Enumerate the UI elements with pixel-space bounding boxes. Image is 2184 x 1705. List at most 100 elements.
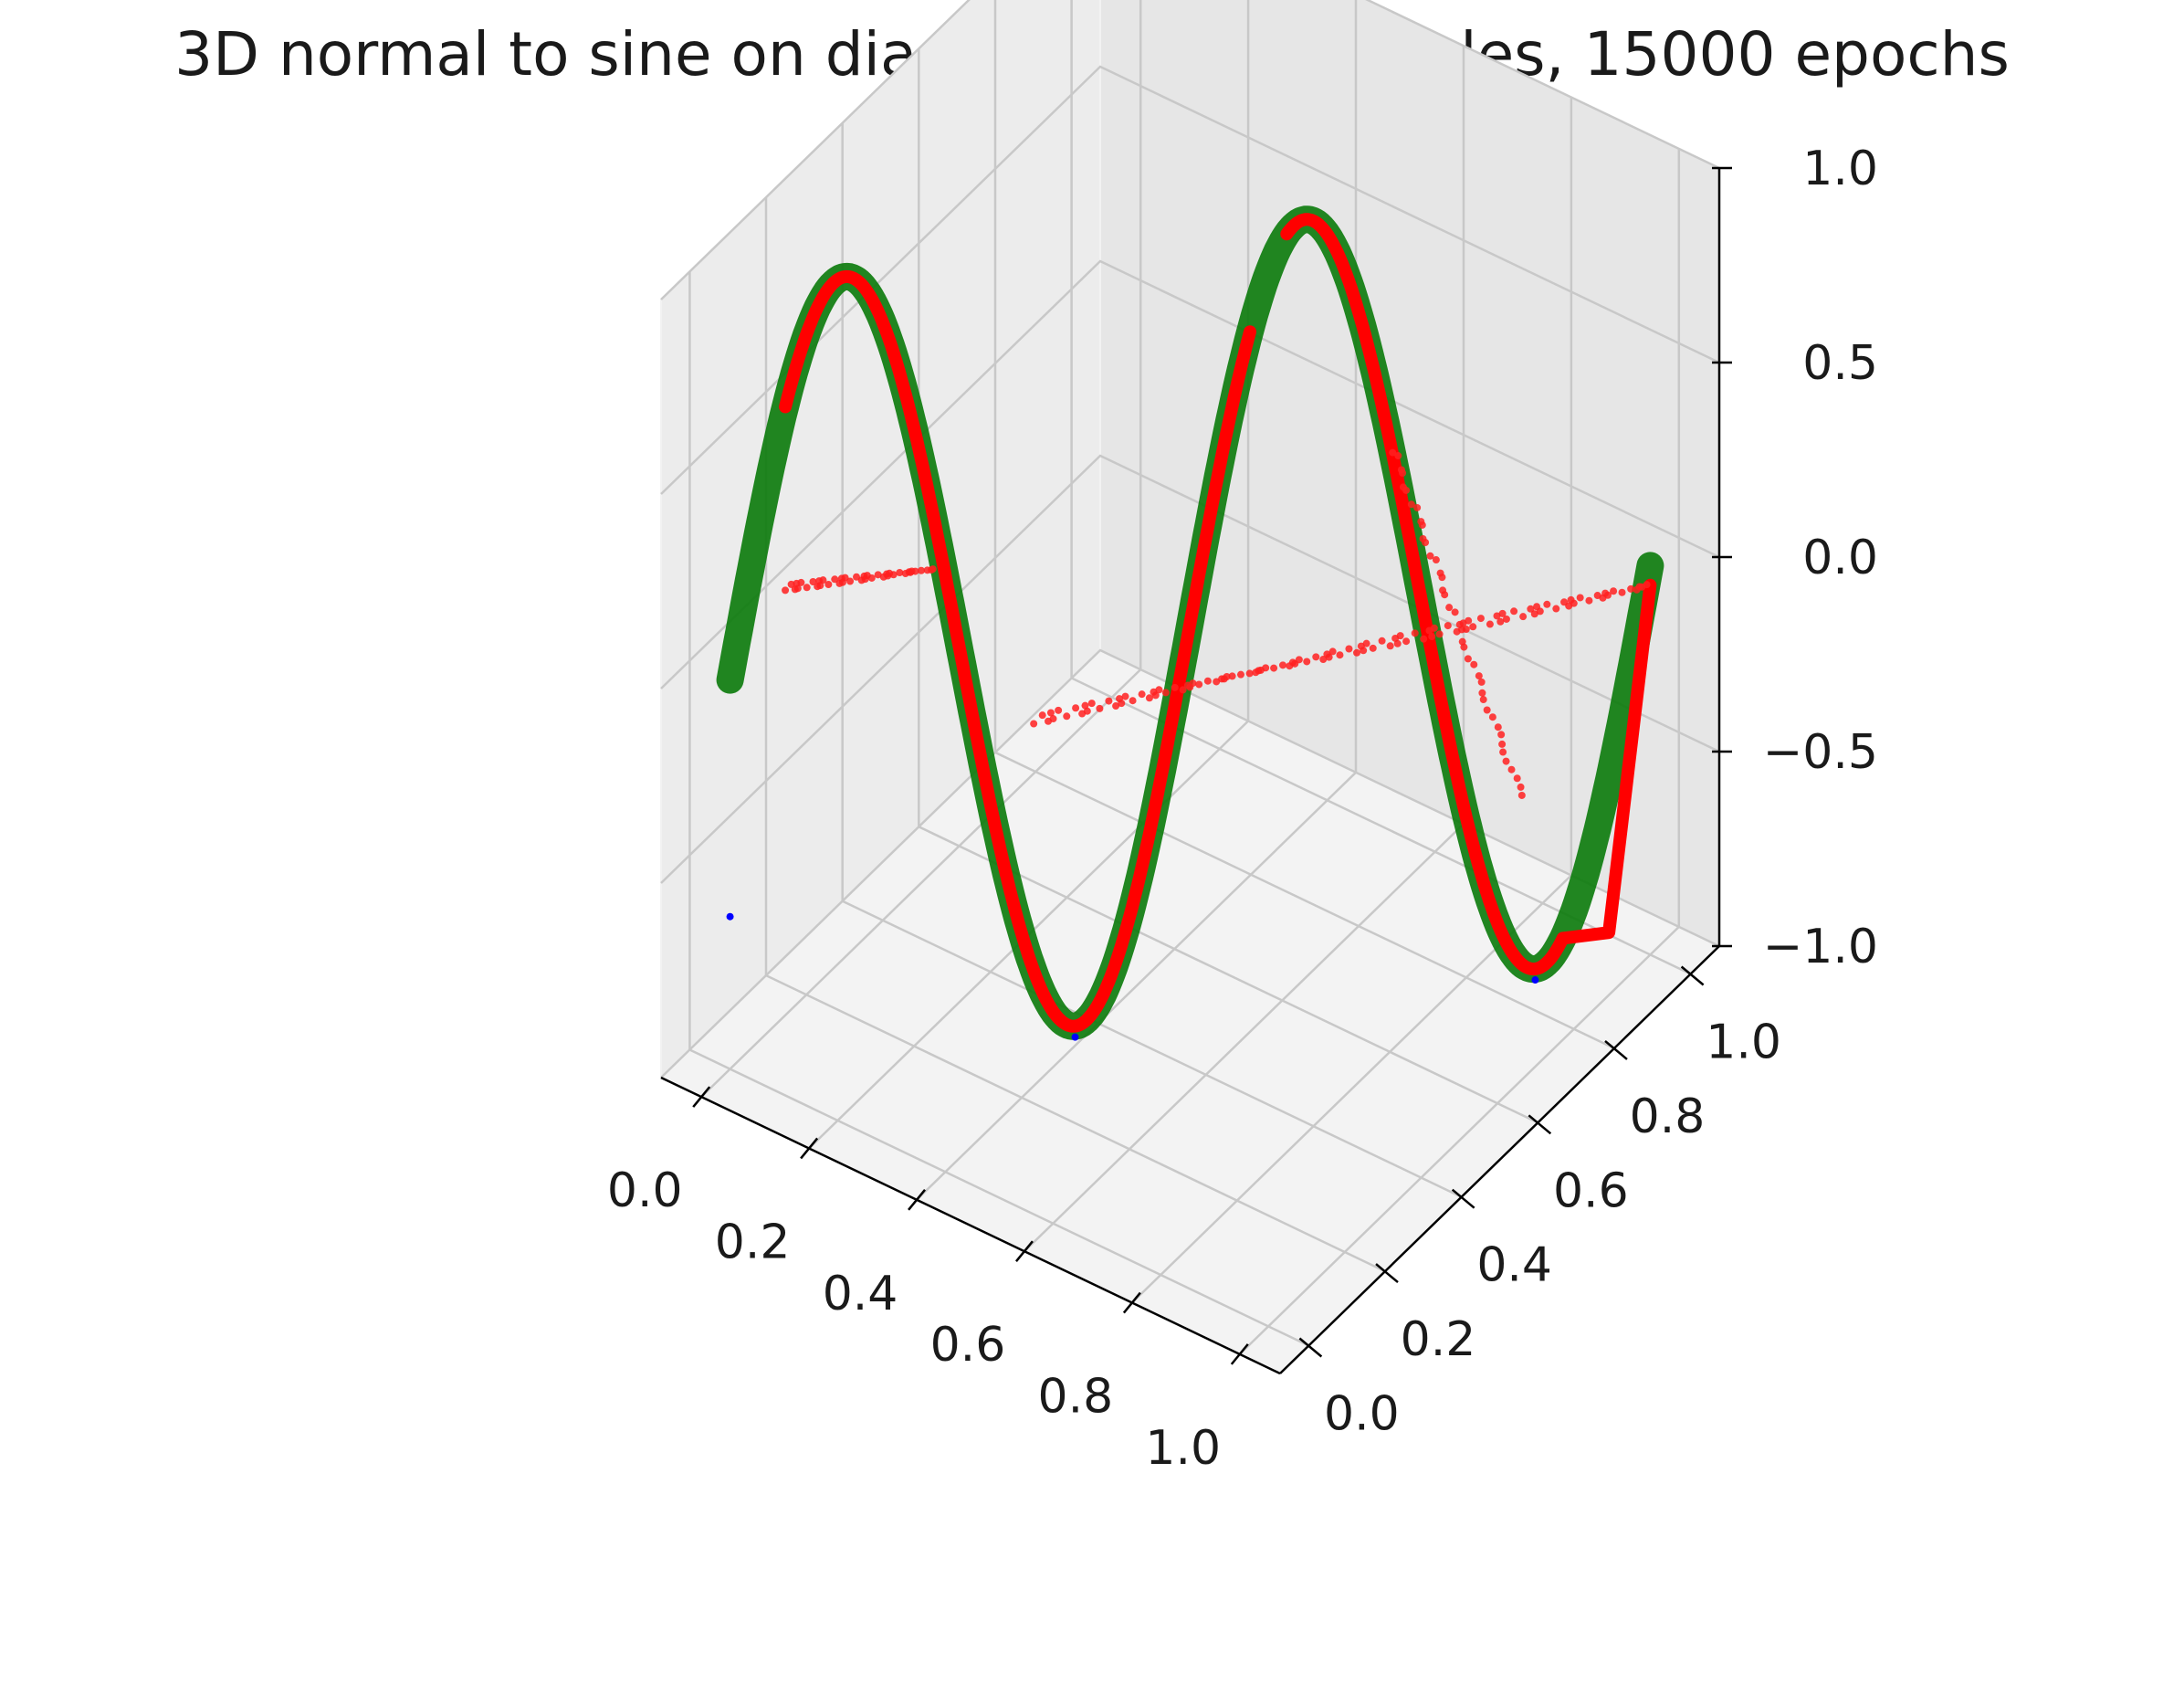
x-axis-line xyxy=(660,1076,1281,1375)
predicted-point xyxy=(1498,740,1507,748)
predicted-point xyxy=(1496,617,1505,626)
y-tick xyxy=(1604,1039,1628,1060)
predicted-point xyxy=(1451,608,1459,616)
grid-lines xyxy=(660,0,1720,1355)
predicted-point xyxy=(1279,661,1287,669)
predicted-point xyxy=(809,577,817,585)
y-tick-label: 0.2 xyxy=(1401,1312,1476,1367)
x-tick-label: 0.8 xyxy=(1038,1370,1114,1425)
z-tick-label: 1.0 xyxy=(1802,142,1878,196)
grid-z xyxy=(660,648,1720,1079)
true-point xyxy=(1531,976,1539,984)
predicted-point xyxy=(1585,596,1593,605)
y-tick-label: 0.8 xyxy=(1630,1089,1706,1144)
predicted-point xyxy=(1345,645,1353,653)
predicted-point xyxy=(1389,448,1397,457)
axis-lines xyxy=(660,166,1732,1375)
predicted-point xyxy=(1493,612,1501,620)
predicted-point xyxy=(1413,503,1422,511)
predicted-point xyxy=(1517,783,1525,791)
predicted-point xyxy=(889,571,898,579)
predicted-point xyxy=(874,571,882,579)
predicted-point xyxy=(1475,672,1483,680)
grid-z xyxy=(660,0,1720,300)
predicted-point xyxy=(1223,673,1231,681)
predicted-point xyxy=(1476,615,1485,623)
predicted-point xyxy=(1603,591,1612,599)
predicted-point xyxy=(1303,658,1311,666)
predicted-point xyxy=(1502,615,1510,623)
x-tick-label: 0.4 xyxy=(823,1267,898,1321)
y-tick xyxy=(1375,1263,1399,1284)
predicted-point xyxy=(1262,664,1270,672)
predicted-point xyxy=(1393,639,1402,647)
predicted-point xyxy=(1643,581,1651,589)
predicted-point xyxy=(1213,678,1221,686)
predicted-point xyxy=(1396,632,1404,640)
predicted-point xyxy=(1444,622,1452,630)
predicted-point xyxy=(1477,678,1486,686)
predicted-point xyxy=(1399,468,1407,477)
predicted-point xyxy=(1072,704,1080,712)
predicted-point xyxy=(1394,452,1402,460)
predicted-point xyxy=(1422,539,1430,547)
x-tick-label: 0.6 xyxy=(930,1318,1006,1373)
predicted-point xyxy=(782,586,790,595)
predicted-point xyxy=(803,584,811,592)
predicted-point xyxy=(1432,556,1440,564)
predicted-point xyxy=(1402,637,1411,646)
y-tick xyxy=(1298,1337,1323,1358)
predicted-point xyxy=(1438,574,1446,582)
x-tick-label: 0.2 xyxy=(715,1215,791,1269)
predicted-point xyxy=(1464,655,1472,663)
predicted-point xyxy=(1336,651,1344,659)
predicted-point xyxy=(1063,712,1071,721)
predicted-point xyxy=(797,578,805,586)
predicted-point xyxy=(896,569,904,577)
predicted-point xyxy=(1460,643,1468,651)
predicted-point xyxy=(1055,706,1063,714)
predicted-curve xyxy=(1556,578,1657,945)
y-axis-line xyxy=(1279,945,1720,1374)
y-tick-label: 1.0 xyxy=(1706,1016,1781,1070)
predicted-point xyxy=(1430,624,1438,632)
predicted-point xyxy=(1498,609,1507,617)
predicted-point xyxy=(1118,700,1126,708)
x-tick xyxy=(1014,1240,1034,1262)
predicted-point xyxy=(1171,683,1179,691)
y-tick-label: 0.4 xyxy=(1476,1238,1552,1293)
predicted-point xyxy=(846,577,855,585)
predicted-point xyxy=(1203,677,1212,685)
predicted-point xyxy=(1378,637,1386,645)
predicted-point xyxy=(1499,748,1507,756)
predicted-point xyxy=(1610,587,1618,595)
y-tick xyxy=(1680,965,1705,986)
predicted-point xyxy=(1087,700,1096,708)
predicted-point xyxy=(1245,669,1254,678)
tick-labels: 0.00.20.40.60.81.00.00.20.40.60.81.0−1.0… xyxy=(607,142,1878,1476)
predicted-point xyxy=(1145,694,1153,702)
predicted-point xyxy=(929,565,937,574)
x-tick xyxy=(908,1189,927,1211)
predicted-point xyxy=(1470,660,1478,668)
predicted-point xyxy=(1369,644,1377,652)
x-tick xyxy=(800,1137,819,1160)
y-tick-label: 0.0 xyxy=(1324,1386,1400,1441)
predicted-point xyxy=(1536,607,1544,616)
predicted-point xyxy=(824,580,833,588)
x-tick-label: 0.0 xyxy=(607,1163,683,1218)
predicted-point xyxy=(917,566,925,574)
y-tick xyxy=(1451,1188,1475,1209)
predicted-point xyxy=(1129,697,1137,705)
predicted-point xyxy=(1486,620,1494,628)
predicted-point xyxy=(1411,629,1419,637)
predicted-point xyxy=(1488,713,1496,721)
predicted-point xyxy=(1402,486,1411,494)
predicted-point xyxy=(1038,711,1046,720)
predicted-point xyxy=(1428,633,1436,641)
predicted-point xyxy=(1517,791,1526,799)
predicted-point xyxy=(1513,774,1521,783)
predicted-point xyxy=(1510,607,1518,616)
predicted-point xyxy=(1319,656,1328,664)
predicted-point xyxy=(1362,639,1370,647)
